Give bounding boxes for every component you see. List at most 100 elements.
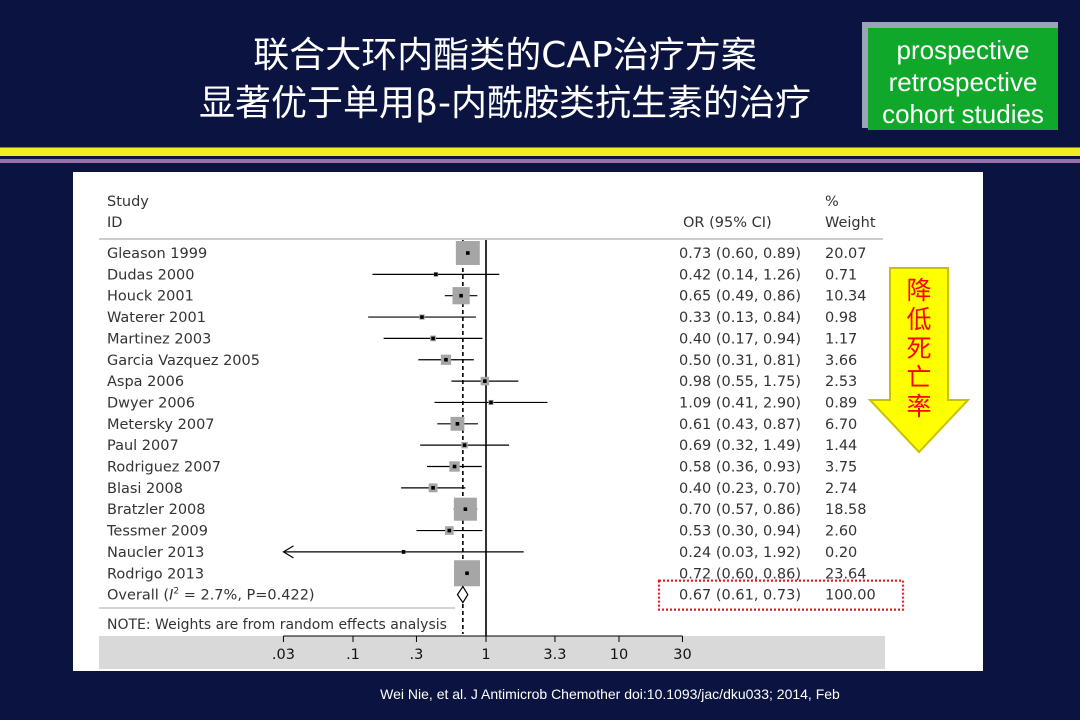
study-label: Naucler 2013 bbox=[107, 545, 204, 561]
study-label: Rodriguez 2007 bbox=[107, 460, 221, 476]
divider-olive bbox=[0, 147, 1080, 148]
or-ci-value: 0.72 (0.60, 0.86) bbox=[679, 566, 801, 582]
study-label: Gleason 1999 bbox=[107, 246, 207, 262]
or-ci-value: 0.58 (0.36, 0.93) bbox=[679, 460, 801, 476]
weight-value: 2.53 bbox=[825, 374, 857, 390]
weight-value: 1.17 bbox=[825, 331, 857, 347]
overall-label-suffix: = 2.7%, P=0.422) bbox=[179, 588, 314, 604]
point-estimate bbox=[420, 315, 424, 319]
weight-value: 0.98 bbox=[825, 310, 857, 326]
study-label: Rodrigo 2013 bbox=[107, 566, 204, 582]
or-ci-value: 0.65 (0.49, 0.86) bbox=[679, 289, 801, 305]
weight-value: 18.58 bbox=[825, 502, 867, 518]
weight-value: 3.75 bbox=[825, 460, 857, 476]
or-ci-value: 0.98 (0.55, 1.75) bbox=[679, 374, 801, 390]
arrow-text-char: 亡 bbox=[906, 363, 931, 392]
or-ci-value: 0.40 (0.17, 0.94) bbox=[679, 331, 801, 347]
overall-diamond bbox=[456, 585, 469, 604]
or-ci-value: 0.70 (0.57, 0.86) bbox=[679, 502, 801, 518]
study-label: Blasi 2008 bbox=[107, 481, 183, 497]
or-ci-value: 0.33 (0.13, 0.84) bbox=[679, 310, 801, 326]
point-estimate bbox=[401, 550, 406, 554]
divider-purple bbox=[0, 159, 1080, 163]
header-or-ci: OR (95% CI) bbox=[683, 215, 772, 231]
slide-title: 联合大环内酯类的CAP治疗方案 显著优于单用β-内酰胺类抗生素的治疗 bbox=[150, 32, 860, 128]
point-estimate bbox=[462, 443, 467, 447]
weight-value: 0.71 bbox=[825, 267, 857, 283]
arrow-shape bbox=[867, 267, 971, 454]
x-tick-label: .1 bbox=[346, 647, 360, 663]
weight-value: 1.44 bbox=[825, 438, 857, 454]
overall-or-ci: 0.67 (0.61, 0.73) bbox=[679, 588, 801, 604]
overall-i2-letter: I bbox=[169, 588, 173, 604]
arrow-text-char: 率 bbox=[906, 392, 931, 421]
x-tick-label: .3 bbox=[410, 647, 424, 663]
point-estimate bbox=[489, 400, 493, 405]
arrow-text-char: 死 bbox=[906, 334, 931, 363]
overall-label-prefix: Overall ( bbox=[107, 588, 169, 604]
forest-plot: Study ID OR (95% CI)% Weight Gleason 1999 0.7… bbox=[99, 194, 905, 669]
point-estimate bbox=[459, 293, 463, 298]
or-ci-value: 0.53 (0.30, 0.94) bbox=[679, 524, 801, 540]
or-ci-value: 1.09 (0.41, 2.90) bbox=[679, 395, 801, 411]
point-estimate bbox=[455, 422, 460, 426]
study-type-retrospective: retrospective bbox=[888, 67, 1038, 97]
study-label: Metersky 2007 bbox=[107, 417, 215, 433]
arrow-text-char: 降 bbox=[906, 276, 931, 305]
point-estimate bbox=[463, 507, 468, 511]
point-estimate bbox=[465, 571, 469, 576]
mortality-down-arrow: 降低死亡率 bbox=[866, 266, 972, 456]
study-type-cohort: cohort studies bbox=[882, 99, 1044, 129]
citation: Wei Nie, et al. J Antimicrob Chemother d… bbox=[380, 686, 840, 702]
arrow-text-char: 低 bbox=[906, 305, 931, 334]
weight-value: 20.07 bbox=[825, 246, 867, 262]
point-estimate bbox=[466, 251, 470, 255]
point-estimate bbox=[483, 379, 487, 383]
analysis-note: NOTE: Weights are from random effects an… bbox=[107, 617, 447, 633]
x-tick-label: 3.3 bbox=[543, 647, 566, 663]
or-ci-value: 0.40 (0.23, 0.70) bbox=[679, 481, 801, 497]
x-tick-label: 1 bbox=[481, 647, 490, 663]
or-ci-value: 0.69 (0.32, 1.49) bbox=[679, 438, 801, 454]
point-estimate bbox=[431, 486, 435, 490]
weight-value: 2.60 bbox=[825, 524, 857, 540]
x-tick-label: 30 bbox=[673, 647, 691, 663]
header-study: Study bbox=[107, 194, 149, 210]
point-estimate bbox=[444, 357, 448, 362]
study-label: Garcia Vazquez 2005 bbox=[107, 353, 260, 369]
study-label: Aspa 2006 bbox=[107, 374, 184, 390]
point-estimate bbox=[434, 272, 438, 277]
weight-value: 23.64 bbox=[825, 566, 867, 582]
forest-plot-panel: Study ID OR (95% CI)% Weight Gleason 1999 0.7… bbox=[73, 172, 983, 671]
point-estimate bbox=[447, 528, 452, 533]
weight-value: 3.66 bbox=[825, 353, 857, 369]
divider-yellow bbox=[0, 147, 1080, 156]
study-label: Dwyer 2006 bbox=[107, 395, 195, 411]
study-label: Waterer 2001 bbox=[107, 310, 206, 326]
overall-i2-superscript: 2 bbox=[173, 587, 179, 597]
study-label: Paul 2007 bbox=[107, 438, 179, 454]
x-tick-label: .03 bbox=[272, 647, 295, 663]
title-line-1: 联合大环内酯类的CAP治疗方案 bbox=[253, 35, 757, 76]
title-line-2: 显著优于单用β-内酰胺类抗生素的治疗 bbox=[199, 83, 811, 124]
or-ci-value: 0.50 (0.31, 0.81) bbox=[679, 353, 801, 369]
point-estimate bbox=[431, 336, 435, 341]
ci-truncation-arrow bbox=[282, 545, 294, 559]
weight-value: 2.74 bbox=[825, 481, 857, 497]
axis-band bbox=[99, 636, 885, 669]
overall-weight: 100.00 bbox=[825, 588, 876, 604]
study-type-prospective: prospective bbox=[896, 35, 1030, 65]
study-type-tag: prospective retrospective cohort studies bbox=[868, 28, 1058, 130]
header-id: ID bbox=[107, 215, 122, 231]
header-percent: % bbox=[825, 194, 839, 210]
overall-highlight-box bbox=[657, 579, 905, 611]
weight-value: 6.70 bbox=[825, 417, 857, 433]
weight-value: 0.20 bbox=[825, 545, 857, 561]
study-label: Tessmer 2009 bbox=[106, 524, 208, 540]
point-estimate bbox=[452, 464, 457, 469]
study-label: Houck 2001 bbox=[107, 289, 194, 305]
study-label: Bratzler 2008 bbox=[107, 502, 206, 518]
or-ci-value: 0.24 (0.03, 1.92) bbox=[679, 545, 801, 561]
study-label: Dudas 2000 bbox=[107, 267, 195, 283]
